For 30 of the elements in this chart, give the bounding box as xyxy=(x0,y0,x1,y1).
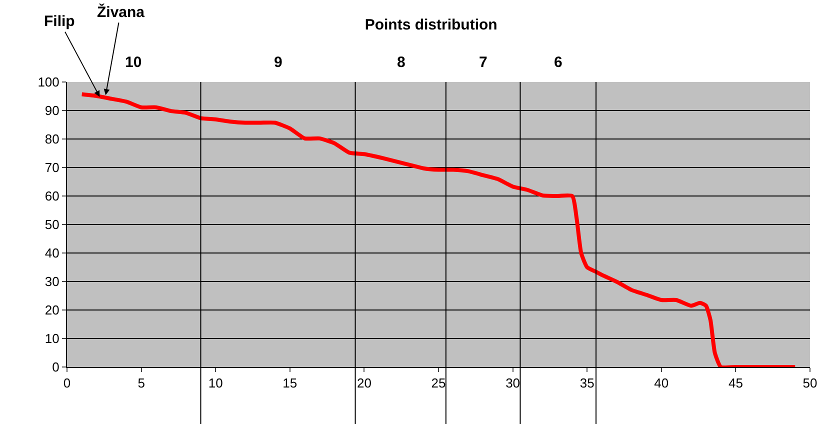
annotation: Filip xyxy=(44,13,75,30)
y-tick-label: 100 xyxy=(38,74,60,90)
y-tick-label: 30 xyxy=(44,274,60,290)
text: 6 xyxy=(554,54,562,71)
x-tick-label: 15 xyxy=(282,376,298,391)
x-tick-label: 5 xyxy=(138,376,145,391)
y-tick-label: 50 xyxy=(44,217,60,232)
x-tick-label: 20 xyxy=(356,376,372,391)
x-tick-label: 35 xyxy=(580,376,594,391)
x-tick-label: 10 xyxy=(208,376,223,391)
text: 9 xyxy=(274,54,282,71)
y-tick-label: 90 xyxy=(44,103,60,118)
x-tick-label: 30 xyxy=(506,376,520,391)
x-tick-label: 25 xyxy=(431,376,446,391)
x-tick-label: 45 xyxy=(728,376,743,391)
text: 8 xyxy=(397,54,406,71)
y-tick-label: 70 xyxy=(44,160,60,176)
y-tick-label: 10 xyxy=(44,331,60,346)
y-tick-label: 80 xyxy=(44,132,60,147)
x-tick-label: 40 xyxy=(654,376,669,391)
y-tick-label: 60 xyxy=(44,188,60,204)
y-tick-label: 20 xyxy=(44,302,60,318)
x-tick-label: 0 xyxy=(63,376,71,391)
annotation: Živana xyxy=(97,3,146,21)
y-tick-label: 40 xyxy=(44,246,60,261)
x-tick-label: 50 xyxy=(802,376,818,391)
y-tick-label: 0 xyxy=(52,360,60,375)
chart-title: Points distribution xyxy=(364,16,498,34)
text: 7 xyxy=(479,54,488,71)
text: 10 xyxy=(125,54,142,71)
